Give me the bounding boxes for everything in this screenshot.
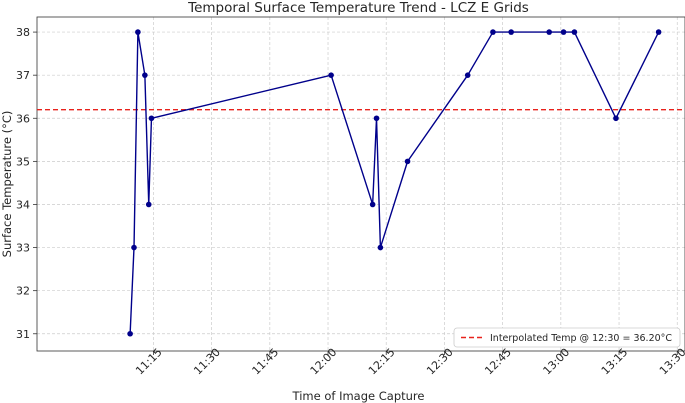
data-point [490,29,496,35]
data-point [373,115,380,122]
data-point [613,115,619,122]
data-point [464,72,471,78]
y-tick-label: 35 [16,155,30,168]
grid-lines [37,17,685,351]
chart-title: Temporal Surface Temperature Trend - LCZ… [187,0,529,16]
data-point [127,330,133,337]
data-point [546,29,552,35]
data-point [404,158,411,165]
data-point [377,244,384,251]
y-tick-label: 38 [16,26,30,39]
data-point [148,115,155,122]
legend-box [453,327,681,348]
data-point [560,29,567,35]
data-point [571,29,578,35]
y-axis-label: Surface Temperature (°C) [0,111,14,258]
y-tick-label: 33 [16,242,30,255]
y-tick-label: 36 [16,112,30,125]
data-point [131,244,137,251]
data-point [145,201,152,208]
y-tick-label: 31 [16,328,30,341]
data-point [135,29,141,35]
data-point [655,29,662,35]
data-point [508,29,514,35]
legend-label: Interpolated Temp @ 12:30 = 36.20°C [490,333,672,344]
data-point [328,72,334,78]
data-point [142,72,148,78]
y-tick-label: 32 [16,285,30,298]
x-axis-label: Time of Image Capture [292,389,425,403]
data-point [369,201,376,208]
data-points [127,29,662,337]
plot-frame [36,16,685,352]
legend: Interpolated Temp @ 12:30 = 36.20°C [453,327,681,348]
y-tick-label: 34 [16,198,30,211]
y-axis: 31 32 33 34 35 36 37 38 [16,26,37,341]
y-tick-label: 37 [16,69,30,82]
